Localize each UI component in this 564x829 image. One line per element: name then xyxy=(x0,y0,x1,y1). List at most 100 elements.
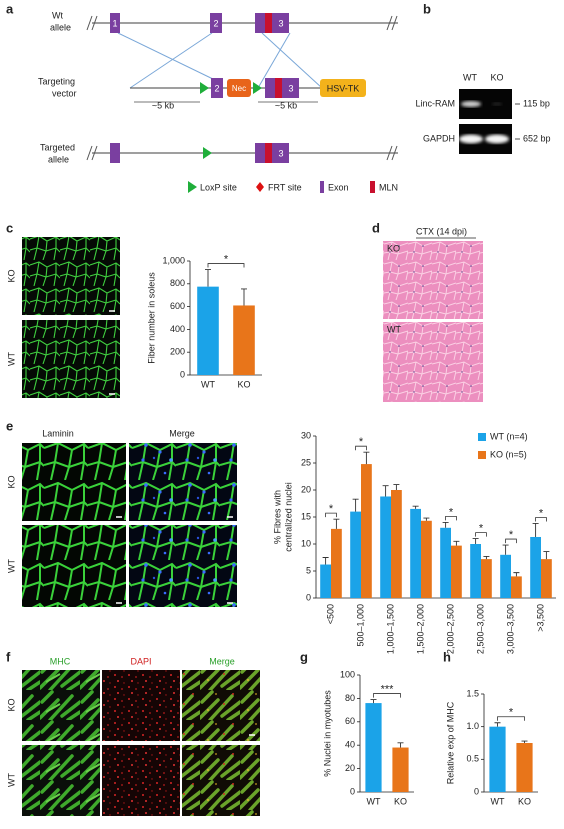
y-tick-label: 60 xyxy=(345,716,355,726)
y-tick-label: 20 xyxy=(301,484,311,494)
y-axis-label: Fiber number in soleus xyxy=(146,272,156,364)
panel-letter: b xyxy=(423,1,431,16)
panel-letter: a xyxy=(6,1,14,16)
error-bar xyxy=(241,288,247,306)
row-label: WT xyxy=(6,352,16,366)
hsv-tk-label: HSV-TK xyxy=(327,83,360,93)
x-tick-label: 3,000–3,500 xyxy=(505,604,515,654)
bar xyxy=(530,536,541,598)
exon-label: 2 xyxy=(214,83,219,93)
x-tick-label: >3,500 xyxy=(535,604,545,632)
bar xyxy=(516,743,533,792)
row-label: WT xyxy=(6,773,16,787)
x-tick-label: WT xyxy=(367,796,381,806)
error-bar xyxy=(483,555,490,560)
y-axis-label: % Nuclei in myotubes xyxy=(322,690,332,777)
x-tick-label: 500–1,000 xyxy=(355,604,365,647)
y-tick-label: 400 xyxy=(170,324,185,334)
label: MLN xyxy=(379,182,398,192)
mln xyxy=(265,143,272,163)
error-bar xyxy=(352,498,359,512)
x-tick-label: WT xyxy=(201,379,215,389)
label: ~5 kb xyxy=(152,100,174,110)
break xyxy=(386,145,393,161)
y-axis-label: Relative exp of MHC xyxy=(445,701,455,784)
y-tick-label: 200 xyxy=(170,347,185,357)
significance-bracket xyxy=(355,445,367,451)
bar xyxy=(541,559,552,598)
significance-bracket xyxy=(497,716,525,721)
significance-bracket xyxy=(373,693,401,698)
y-axis-label: centralized nuclei xyxy=(283,482,293,552)
loxp-site xyxy=(203,147,212,159)
bar xyxy=(500,554,511,598)
band xyxy=(492,102,502,106)
column-label: Laminin xyxy=(42,428,74,438)
error-bar xyxy=(532,523,539,537)
label: ~5 kb xyxy=(275,100,297,110)
exon xyxy=(320,181,324,193)
error-bar xyxy=(412,505,419,509)
y-tick-label: 80 xyxy=(345,693,355,703)
exon xyxy=(211,78,223,98)
error-bar xyxy=(453,540,460,546)
row-label: KO xyxy=(6,475,16,488)
line xyxy=(117,32,216,81)
legend-swatch xyxy=(478,433,486,441)
significance: * xyxy=(539,507,544,519)
y-tick-label: 20 xyxy=(345,763,355,773)
error-bar xyxy=(322,557,329,565)
hsv-tk-box xyxy=(320,79,366,97)
x-tick-label: 1,500–2,000 xyxy=(415,604,425,654)
panel-letter: e xyxy=(6,418,13,433)
micrograph xyxy=(22,237,120,315)
nec-label: Nec xyxy=(232,84,246,93)
label: Exon xyxy=(328,182,349,192)
error-bar xyxy=(382,485,389,497)
label: 652 bp xyxy=(523,133,551,143)
micrograph xyxy=(182,745,260,816)
micrograph xyxy=(129,443,237,521)
panel-letter: c xyxy=(6,220,13,235)
loxp-site xyxy=(253,82,262,94)
error-bar xyxy=(543,551,550,560)
y-tick-label: 100 xyxy=(340,669,355,679)
bar xyxy=(320,564,331,598)
label: Wt xyxy=(52,10,63,20)
line xyxy=(261,32,323,89)
y-axis-label: % Fibres with xyxy=(272,490,282,544)
exon-label: 1 xyxy=(112,18,117,28)
break xyxy=(91,145,98,161)
column-label: Merge xyxy=(209,656,235,666)
label: allele xyxy=(48,154,69,164)
row-label: WT xyxy=(6,559,16,573)
x-tick-label: 1,000–1,500 xyxy=(385,604,395,654)
label: vector xyxy=(52,88,77,98)
y-tick-label: 1.5 xyxy=(466,688,479,698)
bar xyxy=(421,520,432,598)
error-bar xyxy=(423,517,430,521)
error-bar xyxy=(472,538,479,544)
exon-label: 2 xyxy=(213,18,218,28)
error-bar xyxy=(393,484,400,490)
bar xyxy=(470,544,481,598)
y-tick-label: 15 xyxy=(301,511,311,521)
bar xyxy=(361,464,372,598)
error-bar xyxy=(513,572,520,577)
error-bar xyxy=(502,544,509,555)
error-bar xyxy=(397,742,404,748)
micrograph xyxy=(129,525,237,607)
frt-site xyxy=(256,182,264,192)
micrograph xyxy=(22,443,126,521)
y-tick-label: 25 xyxy=(301,457,311,467)
x-tick-label: WT xyxy=(491,796,505,806)
significance: * xyxy=(509,529,514,541)
error-bar xyxy=(370,699,377,704)
bar xyxy=(365,703,382,792)
micrograph xyxy=(22,670,100,741)
column-label: MHC xyxy=(50,656,71,666)
y-tick-label: 0 xyxy=(474,786,479,796)
label: Targeting xyxy=(38,76,75,86)
panel-letter: d xyxy=(372,220,380,235)
